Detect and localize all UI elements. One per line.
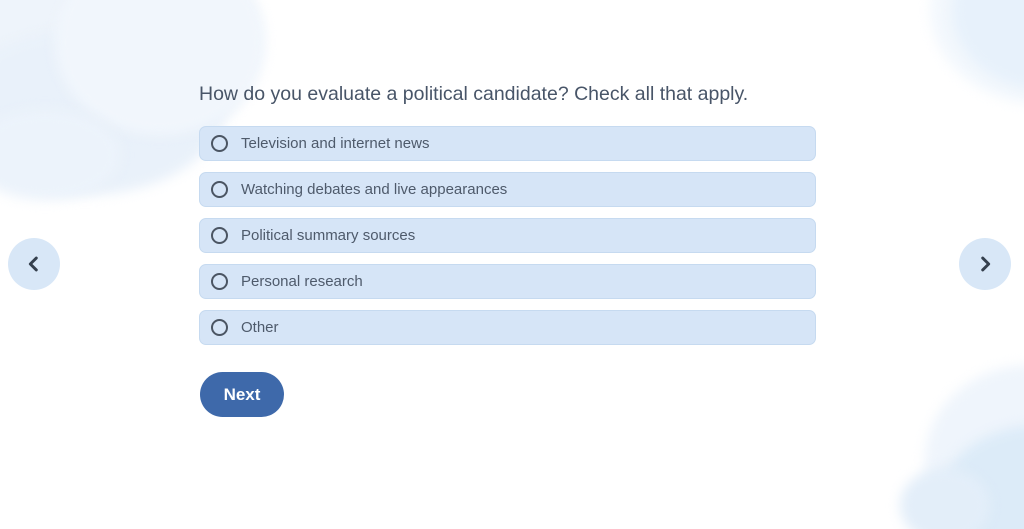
option-row[interactable]: Watching debates and live appearances — [199, 172, 816, 207]
next-button[interactable]: Next — [200, 372, 284, 417]
radio-circle-icon[interactable] — [211, 273, 228, 290]
blob-shape — [952, 0, 1024, 90]
option-row[interactable]: Other — [199, 310, 816, 345]
option-row[interactable]: Political summary sources — [199, 218, 816, 253]
radio-circle-icon[interactable] — [211, 181, 228, 198]
option-label: Television and internet news — [241, 135, 430, 152]
blob-shape — [925, 365, 1024, 529]
option-label: Personal research — [241, 273, 363, 290]
blob-shape — [0, 110, 120, 200]
prev-arrow-button[interactable] — [8, 238, 60, 290]
blob-shape — [930, 0, 1024, 105]
radio-circle-icon[interactable] — [211, 227, 228, 244]
option-label: Other — [241, 319, 279, 336]
option-row[interactable]: Television and internet news — [199, 126, 816, 161]
blob-shape — [0, 30, 220, 195]
chevron-right-icon — [981, 256, 991, 272]
blob-shape — [940, 425, 1024, 529]
radio-circle-icon[interactable] — [211, 319, 228, 336]
question-card: How do you evaluate a political candidat… — [199, 80, 816, 417]
radio-circle-icon[interactable] — [211, 135, 228, 152]
option-row[interactable]: Personal research — [199, 264, 816, 299]
blob-shape — [900, 468, 990, 529]
option-label: Political summary sources — [241, 227, 416, 244]
option-label: Watching debates and live appearances — [241, 181, 508, 198]
options-list: Television and internet news Watching de… — [199, 126, 816, 345]
next-arrow-button[interactable] — [959, 238, 1011, 290]
question-title: How do you evaluate a political candidat… — [199, 83, 749, 105]
chevron-left-icon — [28, 256, 38, 272]
